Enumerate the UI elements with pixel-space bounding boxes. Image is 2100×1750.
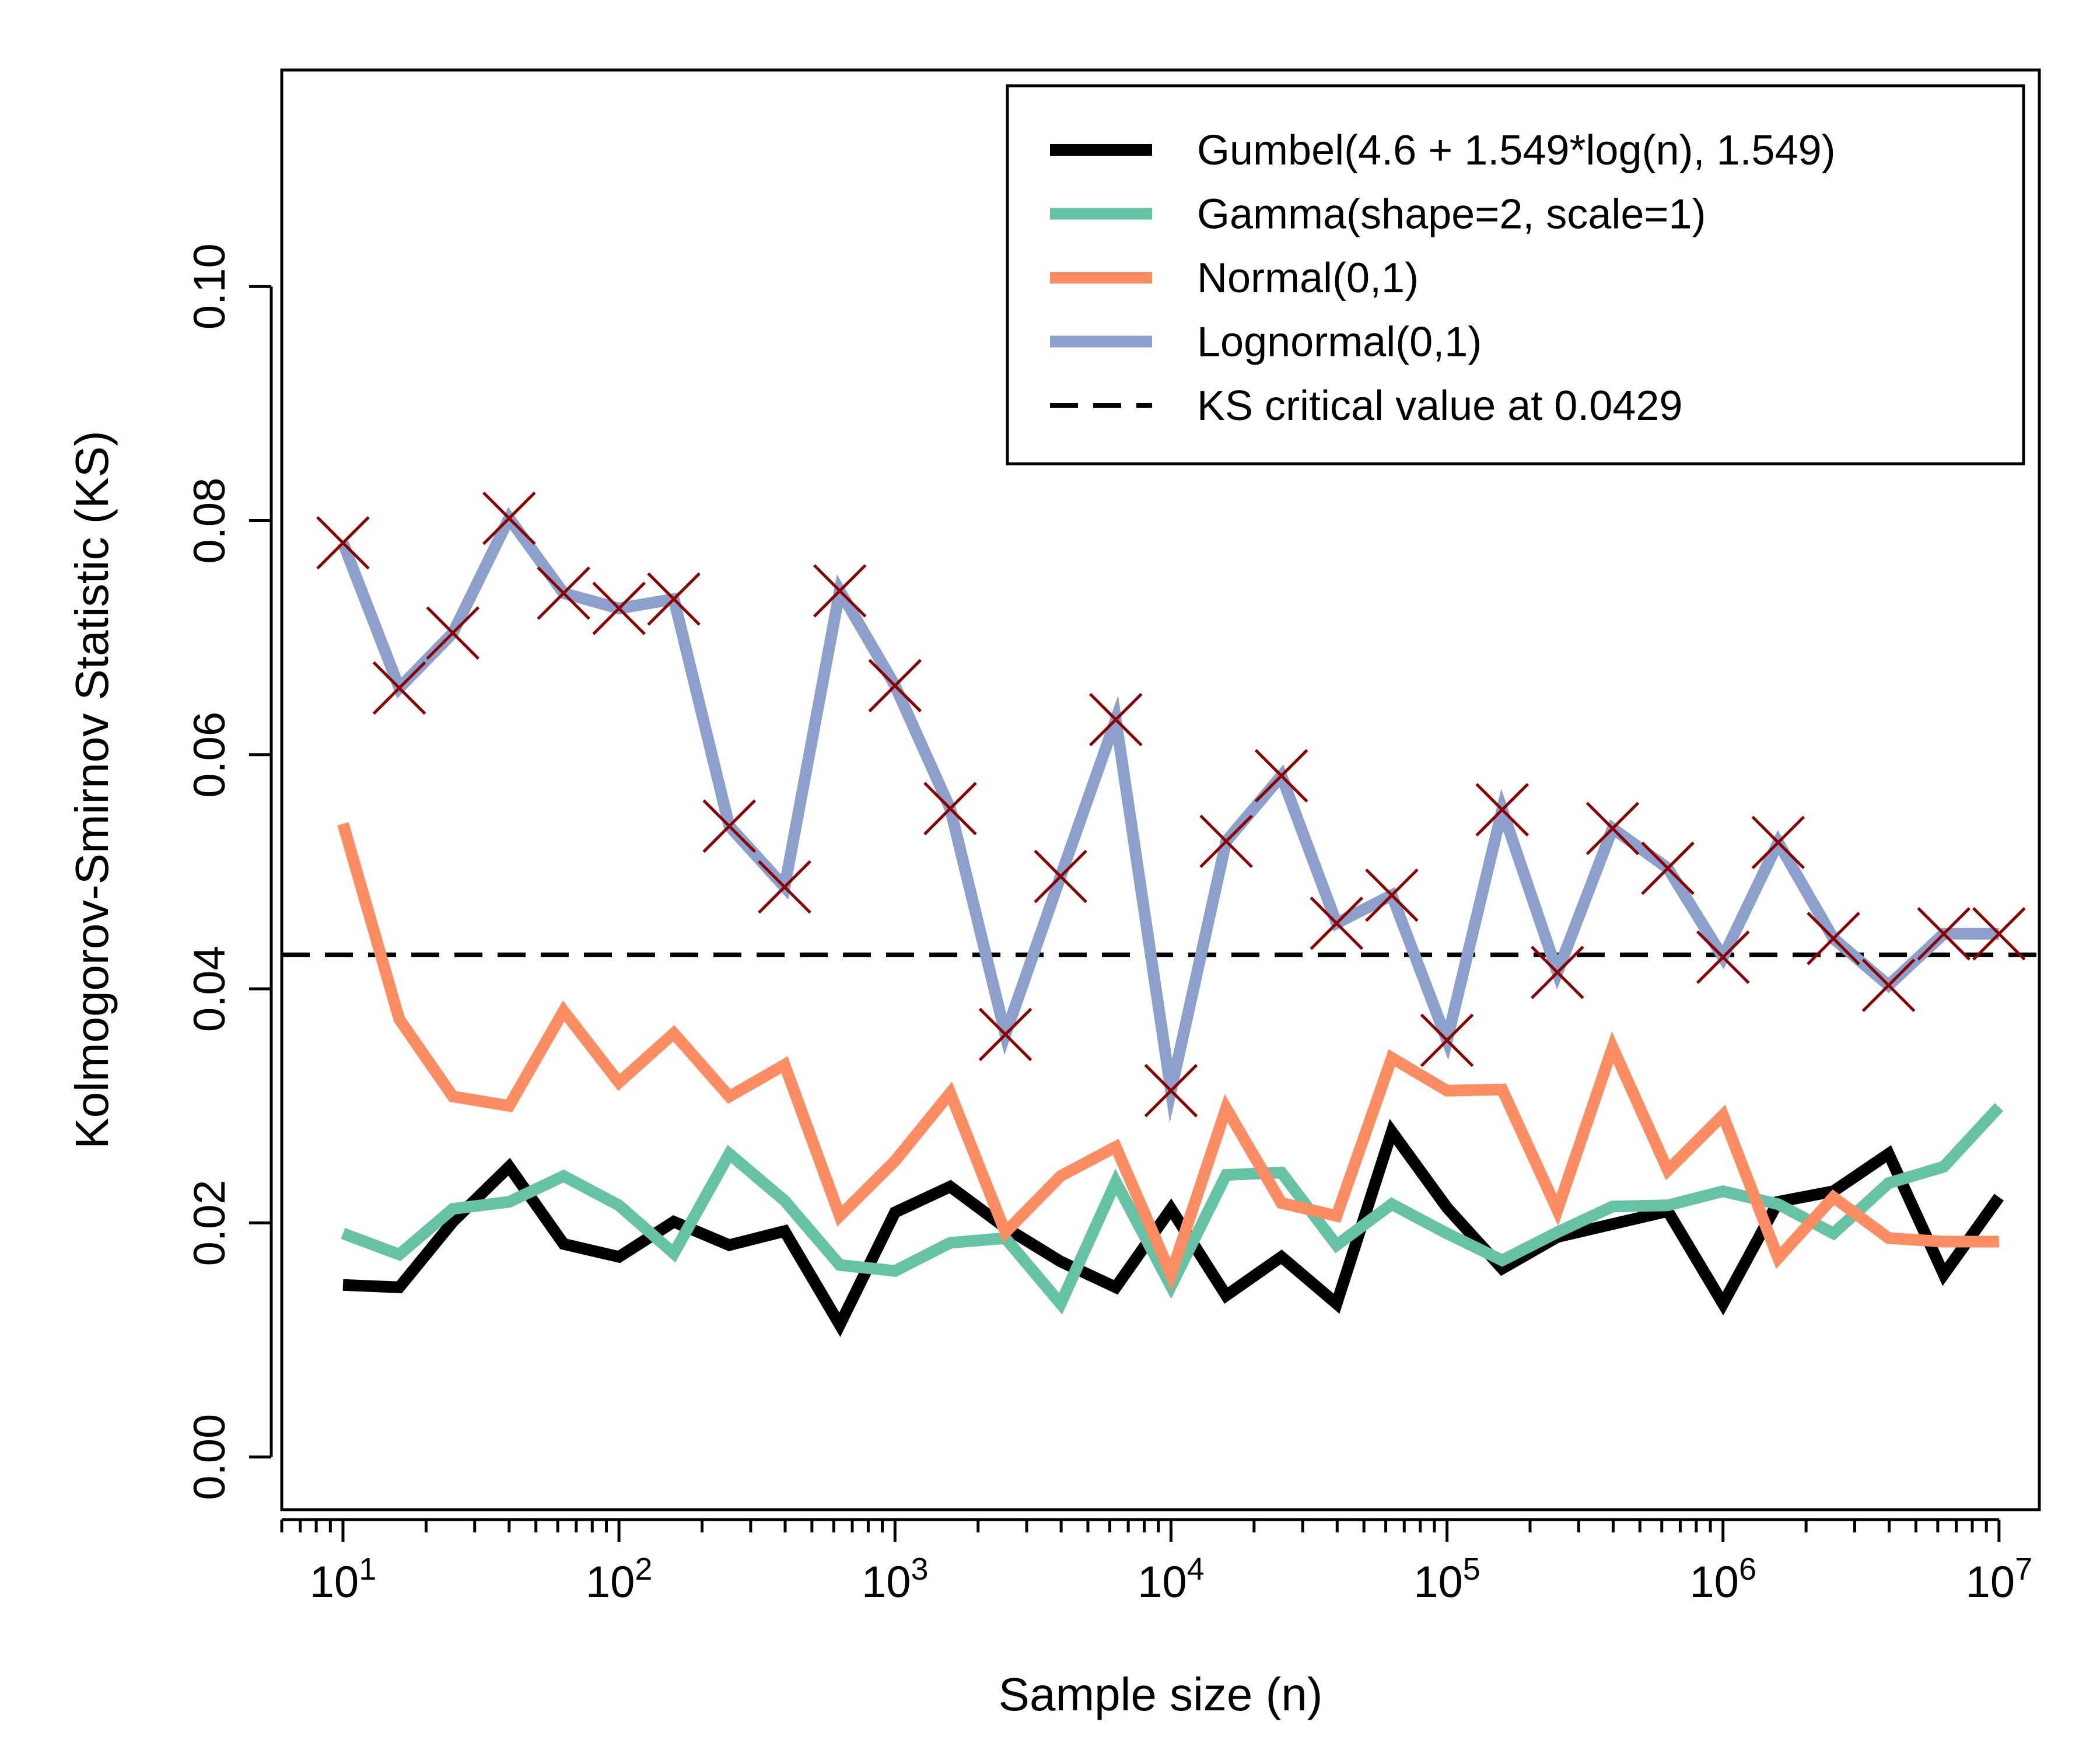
marker-stroke [1696, 930, 1750, 984]
y-tick-label: 0.04 [185, 946, 235, 1032]
marker-stroke [537, 566, 590, 620]
marker-stroke [1475, 783, 1529, 836]
data-point-marker [647, 572, 701, 626]
marker-stroke [592, 582, 646, 635]
data-point-marker [1310, 896, 1364, 950]
marker-stroke [372, 661, 426, 715]
data-point-marker [1917, 907, 1971, 961]
marker-stroke [1972, 907, 2026, 961]
x-tick-label: 101 [310, 1552, 377, 1607]
data-point-marker [1807, 912, 1860, 965]
data-point-marker [426, 606, 480, 660]
legend-label: Normal(0,1) [1197, 255, 1419, 302]
data-point-marker [1254, 749, 1308, 803]
data-point-marker [923, 782, 977, 835]
plot-frame [280, 68, 2041, 1511]
marker-stroke [1310, 896, 1364, 950]
marker-stroke [702, 799, 756, 853]
x-axis: 101 102 103 104 105 106 107 [280, 1518, 2033, 1607]
series-line-lognormal-0-1 [337, 507, 1999, 1123]
marker-stroke [1917, 907, 1971, 961]
data-point-marker [868, 659, 922, 713]
marker-stroke [1365, 868, 1419, 922]
y-axis-title: Kolmogorov-Smirnov Statistic (KS) [66, 430, 118, 1149]
y-tick-label: 0.10 [185, 243, 235, 330]
series-markers-lognormal-0-1 [316, 491, 2026, 1118]
marker-stroke [1861, 958, 1916, 1012]
data-point-marker [978, 1007, 1032, 1062]
data-point-marker [482, 491, 536, 545]
series-line-gumbel-4-6-1-549-log-n-1-549 [342, 1119, 2004, 1338]
plot-content [282, 491, 2039, 1338]
data-point-marker [1199, 814, 1253, 869]
x-tick-label: 103 [862, 1552, 929, 1607]
marker-stroke [1751, 816, 1805, 870]
marker-stroke [923, 782, 977, 835]
data-point-marker [758, 860, 811, 914]
legend-entry-ks-critical-value-at-0-0429: KS critical value at 0.0429 [1050, 383, 1682, 429]
legend-label: Gamma(shape=2, scale=1) [1197, 191, 1706, 238]
marker-stroke [647, 572, 701, 626]
marker-stroke [1254, 749, 1308, 803]
data-point-marker [813, 564, 867, 618]
data-point-marker [1144, 1063, 1198, 1118]
data-point-marker [537, 566, 590, 620]
legend-entry-gumbel-4-6-1-549-log-n-1-549: Gumbel(4.6 + 1.549*log(n), 1.549) [1050, 127, 1836, 174]
data-point-marker [1696, 930, 1750, 984]
legend-entry-normal-0-1: Normal(0,1) [1050, 255, 1419, 302]
marker-stroke [316, 516, 370, 570]
x-axis-title: Sample size (n) [999, 1668, 1323, 1720]
y-tick-label: 0.06 [185, 712, 235, 798]
marker-stroke [758, 860, 811, 914]
y-tick-label: 0.00 [185, 1414, 235, 1500]
x-tick-label: 106 [1689, 1552, 1756, 1607]
marker-stroke [1641, 841, 1695, 895]
data-point-marker [1365, 868, 1419, 922]
data-point-marker [372, 661, 426, 715]
data-point-marker [1089, 692, 1143, 747]
x-tick-label: 104 [1138, 1552, 1205, 1607]
marker-stroke [1034, 849, 1087, 904]
data-point-marker [1641, 841, 1695, 895]
marker-stroke [978, 1007, 1032, 1062]
data-point-marker [1420, 1013, 1474, 1068]
legend-entry-lognormal-0-1: Lognormal(0,1) [1050, 319, 1482, 366]
data-point-marker [1972, 907, 2026, 961]
data-point-marker [1531, 946, 1584, 999]
y-tick-label: 0.08 [185, 478, 235, 564]
x-tick-label: 107 [1966, 1552, 2033, 1607]
data-point-marker [1034, 849, 1087, 904]
marker-stroke [1144, 1063, 1198, 1118]
marker-stroke [1420, 1013, 1474, 1068]
x-tick-label: 105 [1413, 1552, 1480, 1607]
marker-stroke [1531, 946, 1584, 999]
data-point-marker [592, 582, 646, 635]
data-point-marker [1586, 802, 1640, 855]
data-point-marker [702, 799, 756, 853]
marker-stroke [813, 564, 867, 618]
y-axis: 0.00 0.02 0.04 0.06 0.08 0.10 [185, 243, 273, 1500]
x-tick-label: 102 [586, 1552, 653, 1607]
legend-box [1006, 84, 2025, 466]
series-line-normal-0-1 [337, 822, 1999, 1291]
legend-label: KS critical value at 0.0429 [1197, 383, 1682, 429]
data-point-marker [1475, 783, 1529, 836]
legend-label: Gumbel(4.6 + 1.549*log(n), 1.549) [1197, 127, 1836, 174]
marker-stroke [1807, 912, 1860, 965]
legend-entry-gamma-shape-2-scale-1: Gamma(shape=2, scale=1) [1050, 191, 1706, 238]
marker-stroke [482, 491, 536, 545]
data-point-marker [1861, 958, 1916, 1012]
data-point-marker [1751, 816, 1805, 870]
y-tick-label: 0.02 [185, 1180, 235, 1266]
legend: Gumbel(4.6 + 1.549*log(n), 1.549) Gamma(s… [1006, 84, 2025, 466]
data-point-marker [316, 516, 370, 570]
marker-stroke [1199, 814, 1253, 869]
marker-stroke [1089, 692, 1143, 747]
marker-stroke [868, 659, 922, 713]
marker-stroke [426, 606, 480, 660]
legend-label: Lognormal(0,1) [1197, 319, 1482, 366]
marker-stroke [1586, 802, 1640, 855]
